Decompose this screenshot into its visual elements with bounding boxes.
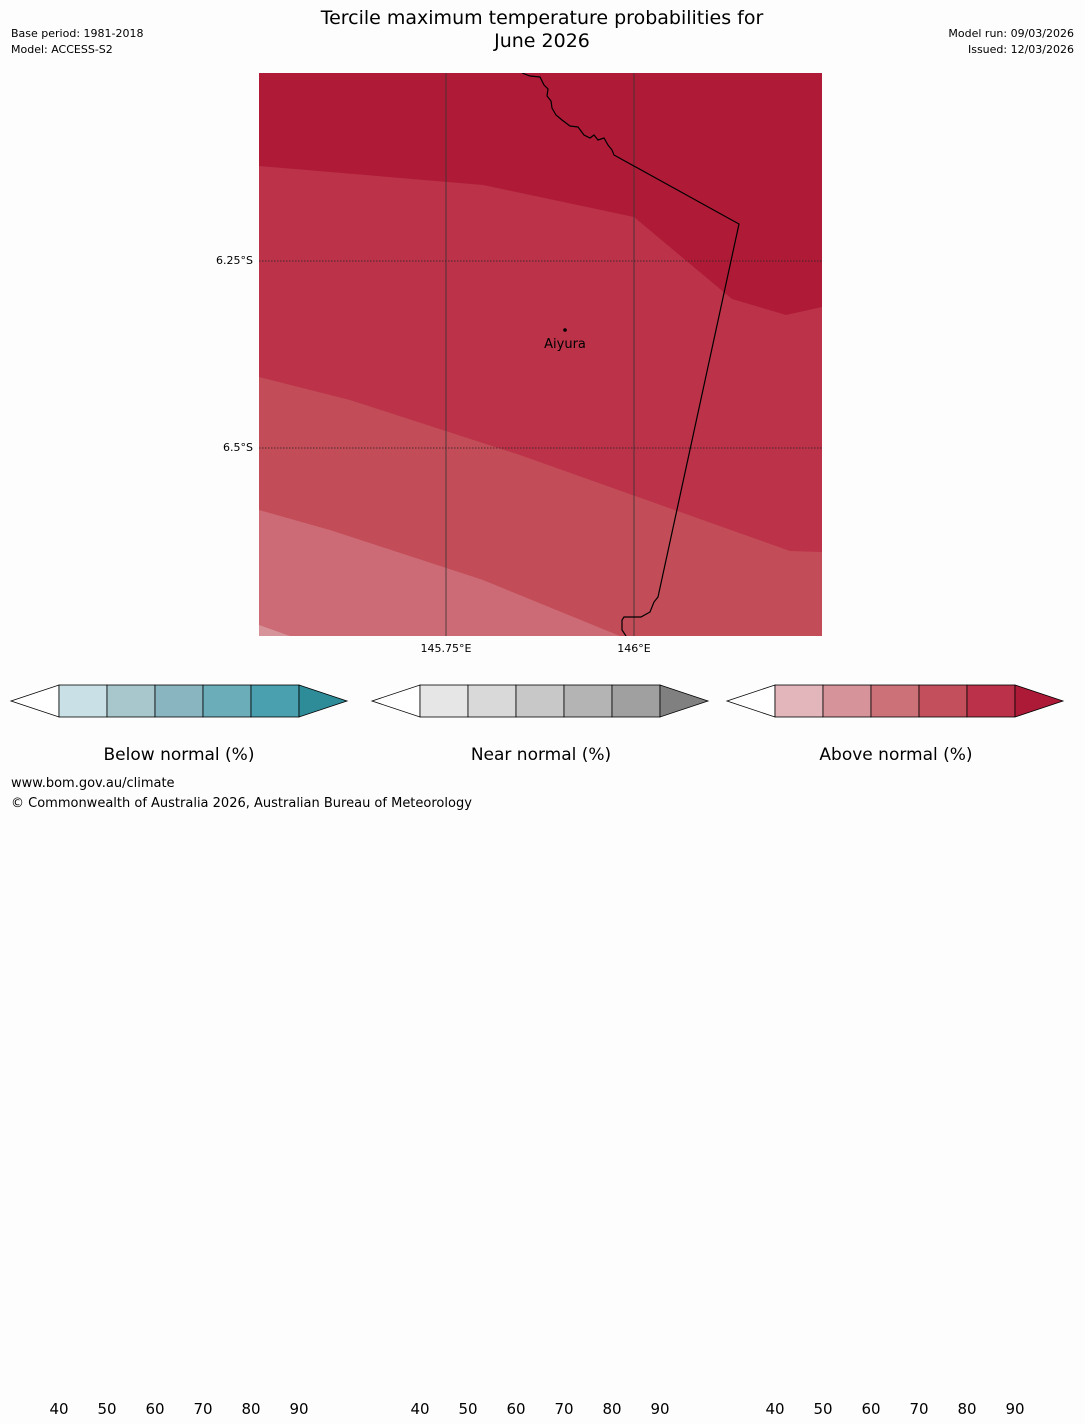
colorbar-segment — [202, 684, 252, 718]
tick-80: 80 — [957, 1400, 977, 1418]
colorbar-arrow-high — [298, 684, 349, 718]
near-normal-label: Near normal (%) — [470, 745, 612, 765]
title-line-2: June 2026 — [494, 30, 590, 52]
colorbar-arrow-high — [1014, 684, 1065, 718]
footer: www.bom.gov.au/climate © Commonwealth of… — [11, 774, 472, 814]
colorbar-segment — [250, 684, 300, 718]
tick-70: 70 — [909, 1400, 929, 1418]
colorbar-segment — [58, 684, 108, 718]
colorbar-near-ticks: 40 50 60 70 80 90 — [361, 1400, 721, 1424]
map-title: Tercile maximum temperature probabilitie… — [240, 7, 844, 53]
border-line — [521, 73, 740, 636]
tick-50: 50 — [813, 1400, 833, 1418]
base-period-text: Base period: 1981-2018 — [11, 27, 144, 40]
lat-label-6-5: 6.5°S — [223, 441, 253, 454]
probability-band-60 — [259, 510, 620, 636]
colorbar-near-swatches — [370, 684, 710, 718]
map: 6.25°S 6.5°S 145.75°E 146°E Aiyura — [0, 0, 1085, 680]
colorbar-segment — [822, 684, 872, 718]
tick-60: 60 — [506, 1400, 526, 1418]
colorbar-segment — [563, 684, 613, 718]
colorbar-above-ticks: 40 50 60 70 80 90 — [716, 1400, 1076, 1424]
metadata-left: Base period: 1981-2018 Model: ACCESS-S2 — [11, 26, 143, 58]
colorbar-segment — [467, 684, 517, 718]
title-line-1: Tercile maximum temperature probabilitie… — [320, 7, 764, 29]
tick-70: 70 — [193, 1400, 213, 1418]
lat-label-6-25: 6.25°S — [216, 254, 253, 267]
issued-text: Issued: 12/03/2026 — [967, 43, 1074, 56]
map-canvas — [259, 73, 822, 636]
colorbar-segment — [774, 684, 824, 718]
colorbar-segment — [419, 684, 469, 718]
tick-80: 80 — [602, 1400, 622, 1418]
colorbar-above-normal: 40 50 60 70 80 90 — [716, 684, 1076, 1418]
tick-50: 50 — [97, 1400, 117, 1418]
tick-40: 40 — [765, 1400, 785, 1418]
tick-80: 80 — [241, 1400, 261, 1418]
colorbar-below-ticks: 40 50 60 70 80 90 — [0, 1400, 360, 1424]
above-normal-label: Above normal (%) — [819, 745, 973, 765]
colorbar-arrow-low — [370, 684, 421, 718]
colorbar-segment — [154, 684, 204, 718]
colorbar-arrow-low — [9, 684, 60, 718]
lon-label-145-75: 145.75°E — [420, 642, 472, 655]
colorbar-segment — [106, 684, 156, 718]
town-marker — [563, 328, 567, 332]
tick-50: 50 — [458, 1400, 478, 1418]
colorbar-segment — [966, 684, 1016, 718]
colorbar-segment — [611, 684, 661, 718]
tick-60: 60 — [861, 1400, 881, 1418]
colorbar-below-swatches — [9, 684, 349, 718]
lon-label-146: 146°E — [617, 642, 651, 655]
tick-90: 90 — [289, 1400, 309, 1418]
tick-90: 90 — [1005, 1400, 1025, 1418]
footer-copyright: © Commonwealth of Australia 2026, Austra… — [11, 796, 472, 811]
colorbar-segment — [870, 684, 920, 718]
model-text: Model: ACCESS-S2 — [11, 43, 113, 56]
colorbar-arrow-low — [725, 684, 776, 718]
place-label-aiyura: Aiyura — [544, 337, 586, 352]
metadata-right: Model run: 09/03/2026 Issued: 12/03/2026 — [948, 26, 1074, 58]
footer-url: www.bom.gov.au/climate — [11, 776, 175, 791]
tick-90: 90 — [650, 1400, 670, 1418]
tick-40: 40 — [49, 1400, 69, 1418]
tick-40: 40 — [410, 1400, 430, 1418]
below-normal-label: Below normal (%) — [103, 745, 255, 765]
tick-70: 70 — [554, 1400, 574, 1418]
colorbar-above-swatches — [725, 684, 1065, 718]
tick-60: 60 — [145, 1400, 165, 1418]
colorbar-segment — [918, 684, 968, 718]
colorbar-segment — [515, 684, 565, 718]
model-run-text: Model run: 09/03/2026 — [948, 27, 1074, 40]
probability-band-50 — [259, 625, 290, 636]
colorbar-arrow-high — [659, 684, 710, 718]
